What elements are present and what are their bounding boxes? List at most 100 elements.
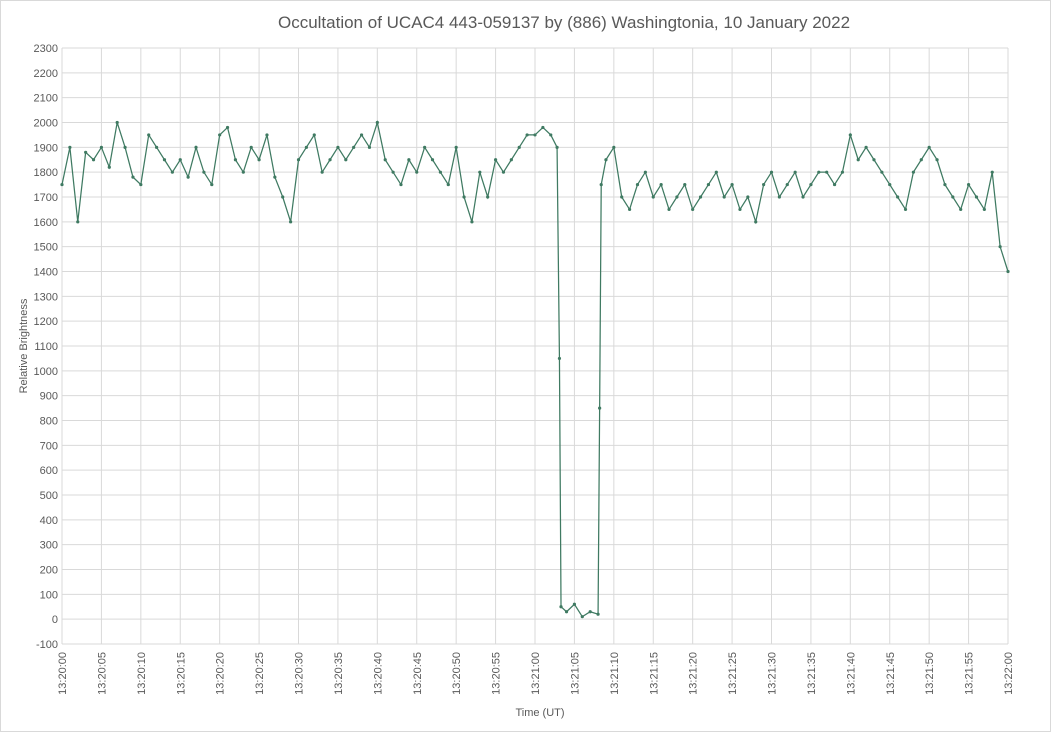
x-tick-label: 13:20:50 [451, 652, 463, 695]
data-point [533, 133, 537, 137]
data-point [391, 170, 395, 174]
data-point [470, 220, 474, 224]
data-point [304, 145, 308, 149]
data-point [643, 170, 647, 174]
data-point [194, 145, 198, 149]
data-point [352, 145, 356, 149]
data-point [249, 145, 253, 149]
data-point [714, 170, 718, 174]
data-point [107, 165, 111, 169]
data-point [328, 158, 332, 162]
data-point [486, 195, 490, 199]
x-tick-label: 13:20:30 [294, 652, 306, 695]
data-point [825, 170, 829, 174]
y-tick-label: 2100 [34, 93, 58, 105]
data-point [210, 182, 214, 187]
data-point [344, 158, 348, 162]
data-point [555, 145, 559, 149]
data-point [454, 145, 458, 149]
data-point [375, 120, 379, 125]
data-point [951, 195, 955, 199]
data-point [559, 605, 563, 609]
data-point [572, 602, 577, 606]
x-tick-label: 13:21:40 [845, 652, 857, 695]
x-tick-label: 13:20:20 [215, 652, 227, 695]
data-point [974, 195, 979, 199]
data-point [131, 175, 135, 179]
x-tick-label: 13:20:40 [372, 652, 384, 695]
y-tick-label: 1500 [34, 242, 58, 254]
data-point [840, 170, 845, 174]
data-point [155, 145, 159, 149]
y-tick-label: 1900 [34, 142, 58, 154]
data-point [580, 615, 584, 619]
data-point [588, 610, 592, 614]
y-tick-label: 100 [40, 589, 58, 601]
data-point [801, 195, 805, 199]
data-point [367, 145, 372, 149]
y-tick-label: 600 [40, 465, 58, 477]
y-tick-label: 1700 [34, 192, 58, 204]
data-point [809, 182, 813, 187]
data-point [281, 195, 285, 199]
y-tick-label: 1400 [34, 267, 58, 279]
data-point [832, 182, 837, 187]
data-point [722, 195, 726, 199]
x-tick-label: 13:21:30 [767, 652, 779, 695]
data-point [517, 145, 521, 149]
data-point [99, 145, 104, 149]
data-point [691, 207, 695, 212]
y-tick-label: 900 [40, 391, 58, 403]
x-tick-label: 13:21:45 [885, 652, 897, 695]
y-tick-label: 2200 [34, 68, 58, 80]
data-point [596, 612, 600, 616]
data-point [604, 158, 608, 162]
y-tick-label: 0 [52, 614, 58, 626]
data-point [115, 120, 119, 125]
x-tick-label: 13:21:35 [806, 652, 818, 695]
data-point [998, 245, 1002, 249]
data-point [407, 158, 411, 162]
data-point [982, 207, 986, 212]
data-point [265, 133, 269, 137]
data-point [754, 220, 758, 224]
data-point [864, 145, 868, 149]
x-tick-label: 13:21:20 [688, 652, 700, 695]
x-tick-label: 13:21:10 [609, 652, 621, 695]
data-point [296, 158, 301, 162]
data-point [856, 158, 860, 162]
data-point [706, 182, 711, 187]
data-point [620, 195, 624, 199]
data-point [935, 158, 939, 162]
data-point [68, 145, 72, 149]
y-tick-label: 1000 [34, 366, 58, 378]
data-point [675, 195, 679, 199]
data-point [903, 207, 908, 212]
data-point [683, 182, 687, 187]
y-tick-label: 700 [40, 440, 58, 452]
data-point [549, 133, 553, 137]
data-point [423, 145, 427, 149]
data-point [959, 207, 963, 212]
x-axis-label: Time (UT) [515, 707, 564, 719]
data-point [170, 170, 174, 174]
y-tick-label: 1100 [34, 341, 58, 353]
data-point [651, 195, 655, 199]
data-point [225, 125, 230, 130]
data-point [1006, 269, 1010, 274]
x-tick-label: 13:20:35 [333, 652, 345, 695]
data-point [848, 133, 852, 137]
data-point [84, 150, 88, 154]
data-point [478, 170, 482, 174]
data-point [966, 182, 971, 187]
y-tick-label: 1600 [34, 217, 58, 229]
data-point [888, 182, 892, 187]
data-point [769, 170, 774, 174]
y-tick-label: 300 [40, 540, 58, 552]
x-tick-label: 13:21:15 [648, 652, 660, 695]
x-tick-label: 13:20:00 [57, 652, 69, 695]
data-point [273, 175, 277, 179]
data-point [178, 158, 182, 162]
